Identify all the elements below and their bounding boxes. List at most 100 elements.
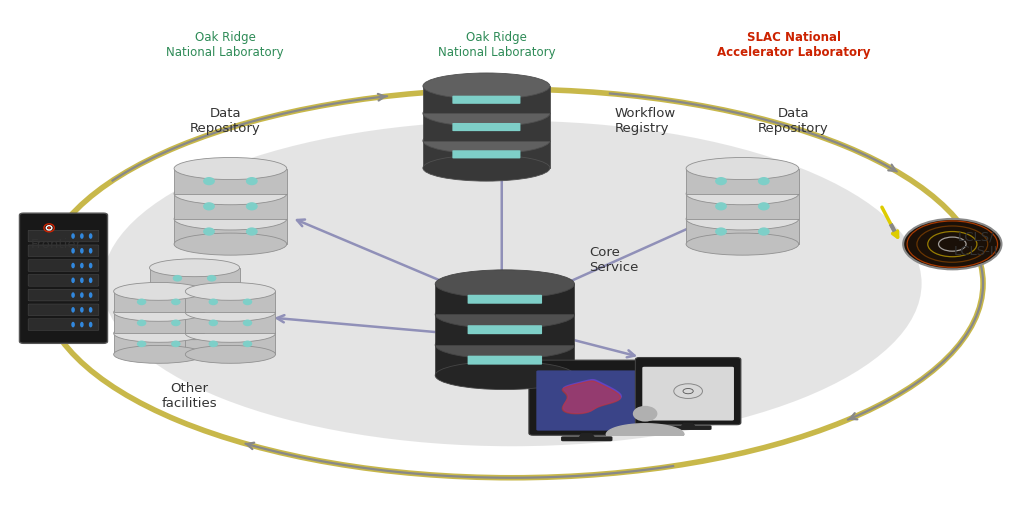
Ellipse shape <box>686 233 799 255</box>
Ellipse shape <box>72 278 75 283</box>
Polygon shape <box>114 291 204 312</box>
Ellipse shape <box>137 320 146 326</box>
Ellipse shape <box>174 158 287 180</box>
Text: Data
Repository: Data Repository <box>758 107 829 135</box>
Text: Frontier: Frontier <box>31 238 82 250</box>
Ellipse shape <box>173 296 182 302</box>
Ellipse shape <box>435 270 574 298</box>
Ellipse shape <box>207 296 216 302</box>
Ellipse shape <box>72 233 75 239</box>
Ellipse shape <box>686 158 799 180</box>
Ellipse shape <box>173 317 182 323</box>
Polygon shape <box>423 86 550 113</box>
FancyBboxPatch shape <box>28 275 99 286</box>
FancyBboxPatch shape <box>453 96 520 104</box>
Ellipse shape <box>758 202 770 211</box>
Ellipse shape <box>80 322 84 328</box>
Text: LCLS/
LCLS-II: LCLS/ LCLS-II <box>953 230 998 258</box>
Text: Core
Service: Core Service <box>589 246 638 274</box>
Ellipse shape <box>203 202 215 211</box>
Ellipse shape <box>80 248 84 254</box>
Polygon shape <box>562 381 621 414</box>
Ellipse shape <box>185 303 275 321</box>
Ellipse shape <box>137 341 146 347</box>
Ellipse shape <box>435 300 574 329</box>
Ellipse shape <box>203 227 215 236</box>
Polygon shape <box>686 194 799 219</box>
FancyBboxPatch shape <box>642 367 734 421</box>
Polygon shape <box>686 219 799 244</box>
Ellipse shape <box>207 317 216 323</box>
Polygon shape <box>579 433 595 438</box>
Ellipse shape <box>150 280 240 298</box>
Ellipse shape <box>114 303 204 321</box>
Ellipse shape <box>185 324 275 342</box>
Polygon shape <box>606 424 684 435</box>
Ellipse shape <box>114 282 204 300</box>
Ellipse shape <box>173 275 182 281</box>
Ellipse shape <box>423 73 550 99</box>
FancyBboxPatch shape <box>453 150 520 159</box>
Ellipse shape <box>89 292 92 298</box>
Ellipse shape <box>171 320 180 326</box>
Ellipse shape <box>715 202 727 211</box>
Polygon shape <box>150 268 240 289</box>
Ellipse shape <box>102 121 922 446</box>
Ellipse shape <box>47 227 51 229</box>
Polygon shape <box>563 380 622 413</box>
Ellipse shape <box>435 331 574 359</box>
Ellipse shape <box>89 322 92 328</box>
Text: SLAC National
Accelerator Laboratory: SLAC National Accelerator Laboratory <box>717 30 870 59</box>
FancyBboxPatch shape <box>468 325 542 334</box>
FancyBboxPatch shape <box>28 304 99 316</box>
Ellipse shape <box>185 345 275 363</box>
Polygon shape <box>185 312 275 333</box>
Ellipse shape <box>72 307 75 313</box>
Ellipse shape <box>174 183 287 205</box>
Ellipse shape <box>185 282 275 300</box>
Ellipse shape <box>80 278 84 283</box>
Ellipse shape <box>207 275 216 281</box>
Ellipse shape <box>423 128 550 154</box>
Text: Oak Ridge
National Laboratory: Oak Ridge National Laboratory <box>167 30 284 59</box>
Ellipse shape <box>423 100 550 127</box>
Ellipse shape <box>89 307 92 313</box>
Ellipse shape <box>686 183 799 205</box>
Ellipse shape <box>80 292 84 298</box>
Ellipse shape <box>209 341 218 347</box>
FancyBboxPatch shape <box>28 230 99 242</box>
Ellipse shape <box>203 177 215 185</box>
Ellipse shape <box>89 233 92 239</box>
Ellipse shape <box>89 262 92 268</box>
Ellipse shape <box>758 227 770 236</box>
Polygon shape <box>185 333 275 354</box>
Ellipse shape <box>72 322 75 328</box>
Polygon shape <box>150 310 240 331</box>
Ellipse shape <box>243 341 252 347</box>
Ellipse shape <box>243 299 252 305</box>
FancyBboxPatch shape <box>528 360 645 435</box>
Ellipse shape <box>72 248 75 254</box>
Polygon shape <box>150 289 240 310</box>
Polygon shape <box>423 113 550 141</box>
Ellipse shape <box>246 202 258 211</box>
Polygon shape <box>423 141 550 168</box>
FancyBboxPatch shape <box>635 358 741 425</box>
Ellipse shape <box>72 262 75 268</box>
Ellipse shape <box>246 227 258 236</box>
FancyBboxPatch shape <box>453 123 520 131</box>
Ellipse shape <box>114 324 204 342</box>
Ellipse shape <box>89 248 92 254</box>
Ellipse shape <box>423 155 550 181</box>
Polygon shape <box>185 291 275 312</box>
FancyBboxPatch shape <box>28 245 99 257</box>
Ellipse shape <box>150 322 240 340</box>
Ellipse shape <box>72 292 75 298</box>
Ellipse shape <box>243 320 252 326</box>
Ellipse shape <box>150 301 240 319</box>
FancyBboxPatch shape <box>28 289 99 301</box>
FancyBboxPatch shape <box>665 425 712 430</box>
Polygon shape <box>174 169 287 194</box>
Text: Workflow
Registry: Workflow Registry <box>614 107 676 135</box>
Ellipse shape <box>209 299 218 305</box>
